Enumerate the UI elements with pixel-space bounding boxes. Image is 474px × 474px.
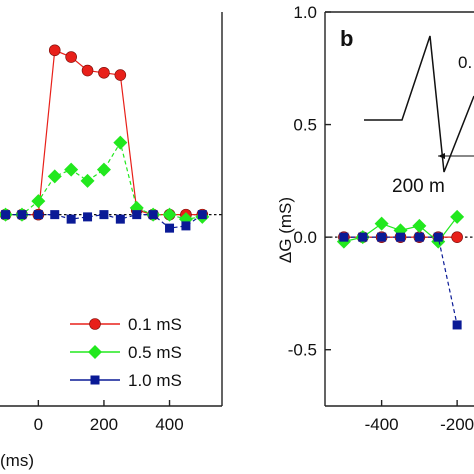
- panel-b-y-label: ΔG (mS): [276, 197, 295, 263]
- panel-b-x-tick-label: -400: [365, 415, 399, 434]
- panel-a-series-line: [5, 141, 203, 220]
- panel-a-point: [33, 210, 43, 220]
- panel-a-point: [181, 221, 191, 231]
- panel-b: -0.5 0.0 0.5 1.0 -400 -200 ΔG (mS) b 0. 200 …: [276, 3, 474, 434]
- inset-amplitude-label: 0.: [458, 53, 472, 72]
- panel-a-point: [80, 173, 95, 188]
- panel-b-label: b: [340, 26, 353, 51]
- panel-b-point: [414, 232, 424, 242]
- panel-a-series-0: [0, 44, 209, 221]
- panel-b-x-ticks: -400 -200: [365, 400, 474, 434]
- panel-a-point: [113, 135, 128, 150]
- panel-a-point: [47, 169, 62, 184]
- panel-a-point: [162, 207, 177, 222]
- panel-a-point: [66, 214, 76, 224]
- panel-a-series: [0, 44, 210, 233]
- panel-b-y-tick-label: 1.0: [293, 3, 317, 22]
- panel-a-point: [115, 214, 125, 224]
- panel-a-x-label: (ms): [0, 451, 34, 470]
- panel-b-point: [451, 231, 463, 243]
- inset-time-label: 200 m: [392, 176, 445, 197]
- panel-b-point: [412, 218, 427, 233]
- panel-a-point: [197, 210, 207, 220]
- panel-b-point: [377, 232, 387, 242]
- inset-time-arrowhead: [438, 153, 445, 159]
- panel-b-series-2: [339, 232, 462, 330]
- legend-label: 0.1 mS: [128, 315, 182, 334]
- panel-a-point: [31, 194, 46, 209]
- inset-waveform: [364, 35, 474, 173]
- panel-b-inset: 0. 200 m: [364, 35, 474, 197]
- legend-marker: [89, 318, 101, 330]
- legend-label: 1.0 mS: [128, 371, 182, 390]
- panel-a-point: [98, 66, 110, 79]
- panel-b-point: [450, 209, 465, 224]
- panel-b-point: [339, 232, 349, 242]
- panel-a-point: [17, 210, 27, 220]
- panel-b-y-tick-label: -0.5: [288, 341, 317, 360]
- panel-a-point: [96, 162, 111, 177]
- panel-b-series: [336, 209, 465, 330]
- panel-a-point: [1, 210, 11, 220]
- panel-b-y-tick-label: 0.5: [293, 116, 317, 135]
- panel-a-x-tick-label: 0: [34, 415, 43, 434]
- panel-b-point: [358, 232, 368, 242]
- panel-a-point: [64, 162, 79, 177]
- panel-b-x-tick-label: -200: [440, 415, 474, 434]
- panel-a: 0 200 400 (ms) 0.1 mS 0.5 mS 1.0 mS: [0, 12, 223, 470]
- panel-a-point: [114, 69, 127, 81]
- legend-marker: [88, 345, 102, 359]
- panel-a-x-tick-label: 400: [155, 415, 183, 434]
- panel-b-point: [452, 320, 462, 330]
- panel-a-point: [81, 64, 94, 77]
- panel-a-point: [99, 210, 109, 220]
- panel-a-x-ticks: 0 200 400: [34, 400, 184, 434]
- panel-b-point: [433, 232, 443, 242]
- panel-b-point: [374, 216, 389, 231]
- panel-b-y-tick-label: 0.0: [293, 228, 317, 247]
- panel-b-point: [396, 232, 405, 242]
- panel-b-series-line: [343, 236, 458, 326]
- panel-a-point: [148, 210, 158, 220]
- panel-a-point: [48, 44, 61, 57]
- panel-a-point: [132, 210, 142, 220]
- panel-b-y-ticks: -0.5 0.0 0.5 1.0: [288, 3, 331, 360]
- panel-a-point: [165, 223, 175, 233]
- panel-a-point: [65, 51, 77, 63]
- panel-a-point: [83, 212, 93, 222]
- panel-a-point: [50, 210, 60, 220]
- panel-a-series-2: [1, 210, 207, 233]
- legend-label: 0.5 mS: [128, 343, 182, 362]
- panel-a-x-tick-label: 200: [90, 415, 118, 434]
- panel-a-legend: 0.1 mS 0.5 mS 1.0 mS: [70, 315, 182, 390]
- legend-marker: [90, 375, 100, 385]
